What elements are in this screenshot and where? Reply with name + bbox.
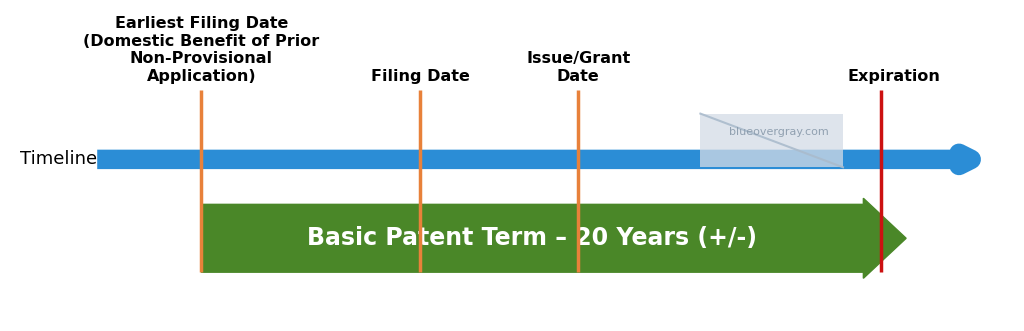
Text: Expiration: Expiration xyxy=(848,69,940,84)
Text: Timeline: Timeline xyxy=(20,150,97,168)
Text: blueovergray.com: blueovergray.com xyxy=(729,127,828,137)
FancyBboxPatch shape xyxy=(700,114,843,167)
Text: Issue/Grant
Date: Issue/Grant Date xyxy=(526,51,631,84)
Text: Basic Patent Term – 20 Years (+/-): Basic Patent Term – 20 Years (+/-) xyxy=(307,226,758,250)
Text: Earliest Filing Date
(Domestic Benefit of Prior
Non-Provisional
Application): Earliest Filing Date (Domestic Benefit o… xyxy=(83,17,319,84)
FancyArrow shape xyxy=(202,198,906,278)
Text: Filing Date: Filing Date xyxy=(371,69,470,84)
